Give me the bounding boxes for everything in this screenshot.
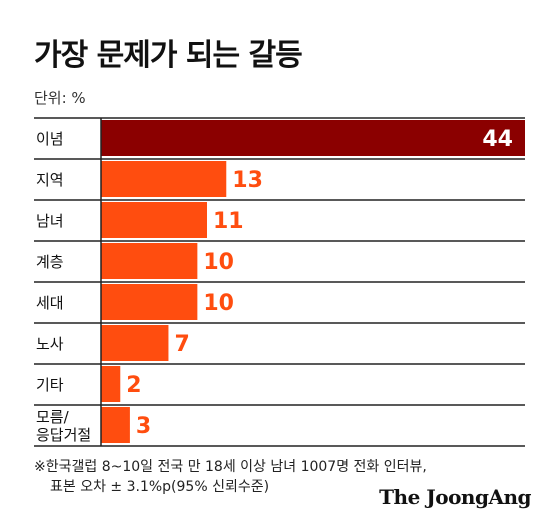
value-label: 11 <box>213 209 244 234</box>
value-label: 2 <box>126 373 141 398</box>
value-label: 10 <box>203 250 234 275</box>
value-label: 7 <box>174 332 189 357</box>
footnote-line-1: ※한국갤럽 8~10일 전국 만 18세 이상 남녀 1007명 전화 인터뷰, <box>34 459 427 475</box>
footnote-line-2: 표본 오차 ± 3.1%p(95% 신뢰수준) <box>50 479 270 495</box>
bar-4 <box>101 284 198 320</box>
category-label: 노사 <box>36 335 64 353</box>
bar-2 <box>101 202 207 238</box>
category-label: 모름/ <box>36 408 70 426</box>
category-label: 지역 <box>36 171 64 189</box>
bar-0 <box>101 120 525 156</box>
value-label: 3 <box>136 414 151 439</box>
category-label: 남녀 <box>36 212 64 230</box>
chart-title: 가장 문제가 되는 갈등 <box>34 38 303 73</box>
value-label: 10 <box>203 291 234 316</box>
category-label: 기타 <box>36 376 64 394</box>
bar-3 <box>101 243 198 279</box>
value-label: 44 <box>482 127 513 152</box>
footnote: ※한국갤럽 8~10일 전국 만 18세 이상 남녀 1007명 전화 인터뷰,… <box>34 457 427 497</box>
brand-logo: The JoongAng <box>379 485 531 509</box>
unit-label: 단위: % <box>34 89 86 107</box>
bar-6 <box>101 366 121 402</box>
category-label: 세대 <box>36 294 64 312</box>
bar-5 <box>101 325 169 361</box>
bar-7 <box>101 407 130 443</box>
bar-chart: 이념 44 지역 13 남녀 11 계층 10 세대 10 노사 7 기타 2 모름/응답거절 3 <box>34 117 525 447</box>
bar-1 <box>101 161 227 197</box>
category-label: 응답거절 <box>36 426 91 444</box>
category-label: 계층 <box>36 253 64 271</box>
value-label: 13 <box>232 168 263 193</box>
category-label: 이념 <box>36 130 64 148</box>
